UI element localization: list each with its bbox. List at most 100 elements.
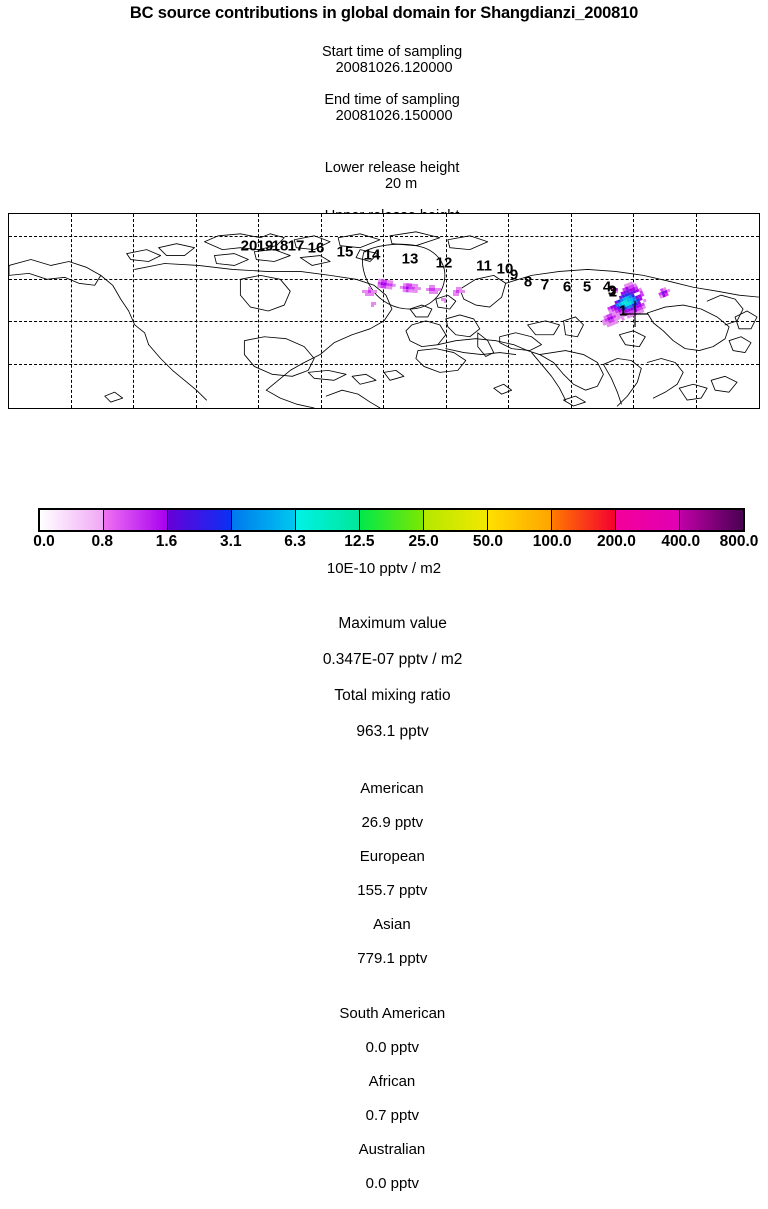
plume-cell	[456, 293, 459, 296]
plume-cell	[456, 290, 459, 293]
plume-layer	[9, 214, 759, 408]
colorbar-segment-7	[488, 510, 552, 530]
colorbar-tick-50-0: 50.0	[472, 533, 503, 550]
plume-cell	[614, 320, 619, 325]
region-label-european: European	[359, 848, 425, 865]
plume-cell	[365, 293, 368, 296]
map-canvas[interactable]: 20 19 18 17 16 15 14 13 12 11 10 9 8 7 6 5 4 3 2 1	[9, 214, 759, 408]
colorbar-segment-6	[424, 510, 488, 530]
lower-release-label: Lower release height	[324, 160, 460, 176]
plume-cell	[362, 290, 365, 293]
trajectory-label-7: 7	[540, 276, 550, 294]
region-value-australian: 0.0 pptv	[365, 1175, 420, 1192]
trajectory-label-20: 20	[240, 237, 258, 255]
stats-row-totals: Maximum value 0.347E-07 pptv / m2 Total …	[0, 597, 768, 759]
plume-cell	[432, 291, 435, 294]
region-label-african: African	[368, 1073, 416, 1090]
start-time-label: Start time of sampling	[321, 43, 463, 60]
total-mixing-ratio-label: Total mixing ratio	[334, 687, 451, 704]
trajectory-label-9: 9	[509, 266, 519, 284]
plume-cell	[443, 298, 446, 301]
plume-cell	[378, 278, 382, 282]
lower-release-value: 20 m	[384, 176, 418, 192]
plume-cell	[429, 288, 432, 291]
release-point-marker	[622, 301, 648, 327]
region-value-asian: 779.1 pptv	[357, 950, 428, 967]
plume-cell	[368, 290, 371, 293]
map-panel[interactable]: 20 19 18 17 16 15 14 13 12 11 10 9 8 7 6 5 4 3 2 1	[8, 213, 760, 409]
colorbar-segment-3	[232, 510, 296, 530]
plume-cell	[365, 290, 368, 293]
coastline-layer	[9, 231, 759, 408]
plume-cell	[426, 288, 429, 291]
colorbar-tick-6-3: 6.3	[284, 533, 306, 550]
trajectory-label-4: 4	[602, 278, 612, 296]
statistics-block: Maximum value 0.347E-07 pptv / m2 Total …	[0, 593, 768, 1209]
plume-cell	[435, 288, 438, 291]
region-label-australian: Australian	[358, 1141, 426, 1158]
plume-cell	[453, 290, 456, 293]
plume-cell	[666, 288, 671, 293]
trajectory-label-17: 17	[287, 237, 305, 255]
plume-cell	[371, 304, 374, 307]
plume-cell	[417, 287, 421, 291]
plume-cell	[432, 285, 435, 288]
plume-cell	[610, 288, 613, 291]
plume-cell	[613, 290, 616, 293]
page-title: BC source contributions in global domain…	[129, 4, 639, 22]
colorbar-segment-9	[616, 510, 680, 530]
max-value-value: 0.347E-07 pptv / m2	[322, 651, 463, 668]
colorbar-segment-4	[296, 510, 360, 530]
region-value-african: 0.7 pptv	[365, 1107, 420, 1124]
trajectory-label-8: 8	[523, 273, 533, 291]
plume-cell	[613, 288, 616, 291]
plume-cell	[371, 293, 374, 296]
trajectory-label-11: 11	[476, 257, 492, 275]
plume-cell	[456, 287, 459, 290]
trajectory-label-15: 15	[336, 243, 354, 261]
max-value-label: Maximum value	[338, 615, 447, 632]
colorbar-tick-1-6: 1.6	[155, 533, 178, 550]
colorbar-tick-12-5: 12.5	[344, 533, 375, 550]
plume-cell	[438, 288, 441, 291]
trajectory-label-18: 18	[271, 237, 289, 255]
stats-row-southern: South American 0.0 pptv African 0.7 pptv…	[0, 988, 768, 1209]
plume-cell	[432, 288, 435, 291]
plume-cell	[443, 300, 446, 303]
plume-cell	[368, 293, 371, 296]
colorbar[interactable]	[38, 508, 745, 532]
colorbar-segment-2	[168, 510, 232, 530]
colorbar-segment-1	[104, 510, 168, 530]
colorbar-tick-200-0: 200.0	[597, 533, 636, 550]
trajectory-label-12: 12	[435, 254, 453, 272]
plume-cell	[371, 290, 374, 293]
start-time-value: 20081026.120000	[335, 59, 453, 76]
plume-cell	[606, 323, 611, 328]
region-value-european: 155.7 pptv	[357, 882, 428, 899]
colorbar-segment-5	[360, 510, 424, 530]
plume-cell	[664, 292, 669, 297]
region-value-south-american: 0.0 pptv	[365, 1039, 420, 1056]
region-label-south-american: South American	[339, 1005, 446, 1022]
end-time-label: End time of sampling	[324, 91, 460, 108]
trajectory-label-13: 13	[401, 250, 419, 268]
plume-cell	[373, 302, 376, 305]
plume-cell	[389, 286, 393, 290]
plume-cell	[377, 284, 381, 288]
plume-cell	[389, 280, 394, 284]
plume-cell	[615, 288, 618, 291]
plume-cell	[459, 287, 462, 290]
colorbar-segment-8	[552, 510, 616, 530]
plume-cell	[459, 290, 462, 293]
plume-cell	[374, 290, 377, 293]
trajectory-label-14: 14	[363, 246, 381, 264]
plume-cell	[441, 298, 444, 301]
colorbar-tick-0-8: 0.8	[91, 533, 114, 550]
stats-row-northern: American 26.9 pptv European 155.7 pptv A…	[0, 763, 768, 984]
colorbar-tick-3-1: 3.1	[220, 533, 242, 550]
colorbar-tick-labels: 0.0 0.8 1.6 3.1 6.3 12.5 25.0 50.0 100.0 200.0 400…	[0, 534, 768, 552]
colorbar-tick-400-0: 400.0	[661, 533, 701, 550]
colorbar-tick-25-0: 25.0	[408, 533, 439, 550]
region-value-american: 26.9 pptv	[361, 814, 424, 831]
trajectory-label-19: 19	[256, 237, 274, 255]
